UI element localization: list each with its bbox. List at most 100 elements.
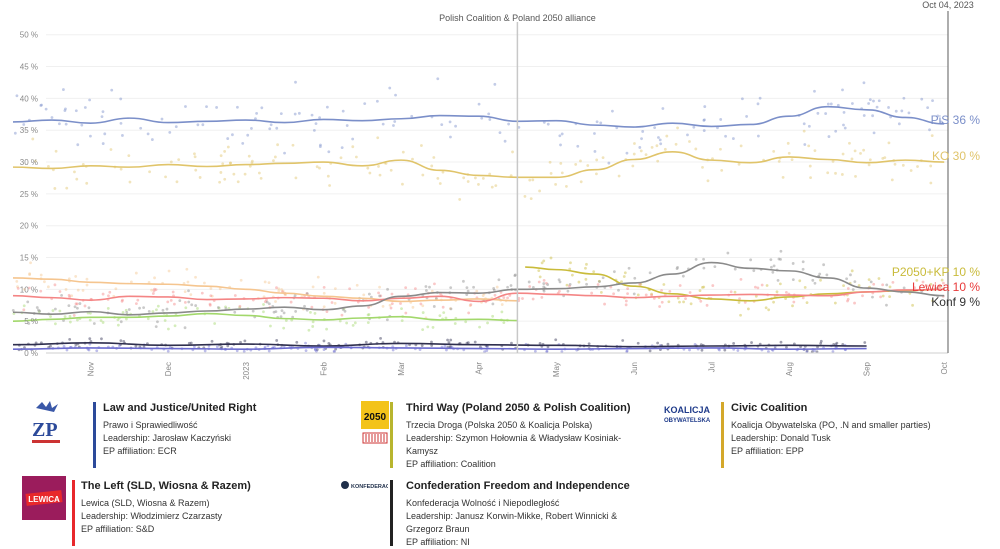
poll-point — [791, 304, 794, 308]
poll-point — [57, 122, 61, 126]
poll-point — [208, 302, 212, 306]
poll-point — [665, 134, 669, 138]
poll-point — [579, 180, 583, 184]
svg-text:OBYWATELSKA: OBYWATELSKA — [664, 418, 711, 424]
x-tick-label: Mar — [397, 362, 406, 376]
poll-point — [284, 319, 288, 322]
poll-point — [861, 294, 864, 298]
poll-point — [146, 132, 150, 136]
poll-point — [367, 305, 371, 309]
poll-point — [121, 134, 124, 137]
poll-point — [893, 162, 897, 166]
poll-point — [152, 289, 156, 293]
poll-point — [85, 277, 89, 281]
poll-point — [915, 279, 919, 282]
poll-point — [280, 309, 284, 313]
poll-point — [54, 149, 58, 153]
poll-point — [549, 172, 553, 175]
poll-point — [625, 151, 629, 155]
annotation-label: Polish Coalition & Poland 2050 alliance — [439, 13, 596, 23]
poll-point — [777, 159, 781, 163]
poll-point — [802, 129, 806, 133]
poll-point — [224, 305, 227, 309]
trend-lines — [12, 105, 945, 350]
poll-point — [853, 301, 856, 305]
poll-point — [801, 296, 805, 300]
poll-point — [35, 306, 39, 309]
poll-point — [692, 125, 696, 129]
poll-point — [63, 315, 67, 319]
poll-point — [807, 124, 811, 128]
poll-point — [257, 171, 261, 175]
party-leadership: Leadership: Janusz Korwin-Mikke, Robert … — [406, 511, 618, 534]
poll-point — [480, 116, 484, 120]
ko-color-bar — [721, 402, 724, 468]
poll-point — [843, 126, 847, 130]
poll-point — [875, 105, 879, 109]
poll-point — [322, 291, 326, 295]
poll-point — [250, 127, 253, 130]
poll-point — [430, 340, 433, 344]
poll-point — [282, 311, 286, 315]
poll-point — [167, 269, 171, 273]
poll-point — [268, 127, 272, 131]
poll-point — [333, 287, 337, 291]
poll-point — [259, 176, 263, 180]
poll-point — [198, 176, 202, 179]
poll-point — [449, 307, 453, 311]
poll-point — [138, 306, 141, 310]
poll-point — [15, 279, 19, 283]
poll-point — [732, 342, 736, 345]
poll-point — [68, 295, 72, 299]
poll-point — [100, 337, 103, 341]
poll-point — [699, 299, 703, 303]
poll-point — [351, 145, 355, 149]
poll-point — [92, 322, 96, 325]
poll-point — [902, 96, 906, 100]
poll-point — [117, 344, 121, 348]
poll-point — [210, 339, 214, 343]
poll-point — [930, 134, 934, 137]
poll-point — [656, 159, 660, 163]
poll-point — [872, 282, 876, 286]
poll-point — [724, 134, 727, 138]
poll-scatter — [11, 77, 945, 354]
x-tick-label: Dec — [164, 362, 173, 376]
x-tick-label: Jun — [630, 362, 639, 375]
poll-point — [263, 345, 267, 349]
poll-point — [294, 176, 298, 180]
poll-point — [23, 346, 26, 349]
poll-point — [273, 155, 277, 159]
poll-point — [764, 306, 768, 310]
poll-point — [462, 279, 465, 283]
poll-point — [765, 284, 769, 287]
poll-point — [486, 321, 489, 325]
poll-point — [294, 310, 298, 313]
poll-point — [219, 154, 223, 158]
poll-point — [431, 326, 435, 329]
poll-point — [107, 294, 110, 298]
poll-point — [909, 169, 913, 172]
poll-point — [160, 117, 164, 121]
poll-point — [867, 163, 871, 167]
poll-point — [607, 161, 611, 165]
poll-point — [51, 309, 55, 312]
poll-point — [293, 294, 297, 297]
poll-point — [410, 114, 414, 118]
poll-point — [78, 302, 82, 305]
poll-point — [68, 314, 72, 318]
poll-point — [676, 126, 679, 130]
poll-point — [772, 300, 775, 304]
poll-point — [226, 344, 230, 348]
poll-point — [424, 285, 428, 288]
poll-point — [506, 285, 510, 289]
poll-point — [75, 302, 79, 306]
end-label: Konf 9 % — [931, 295, 980, 309]
poll-point — [161, 308, 165, 312]
poll-point — [869, 280, 873, 284]
poll-point — [378, 173, 382, 177]
poll-point — [620, 280, 623, 284]
poll-point — [88, 311, 92, 315]
poll-point — [545, 281, 548, 285]
poll-point — [60, 293, 63, 297]
